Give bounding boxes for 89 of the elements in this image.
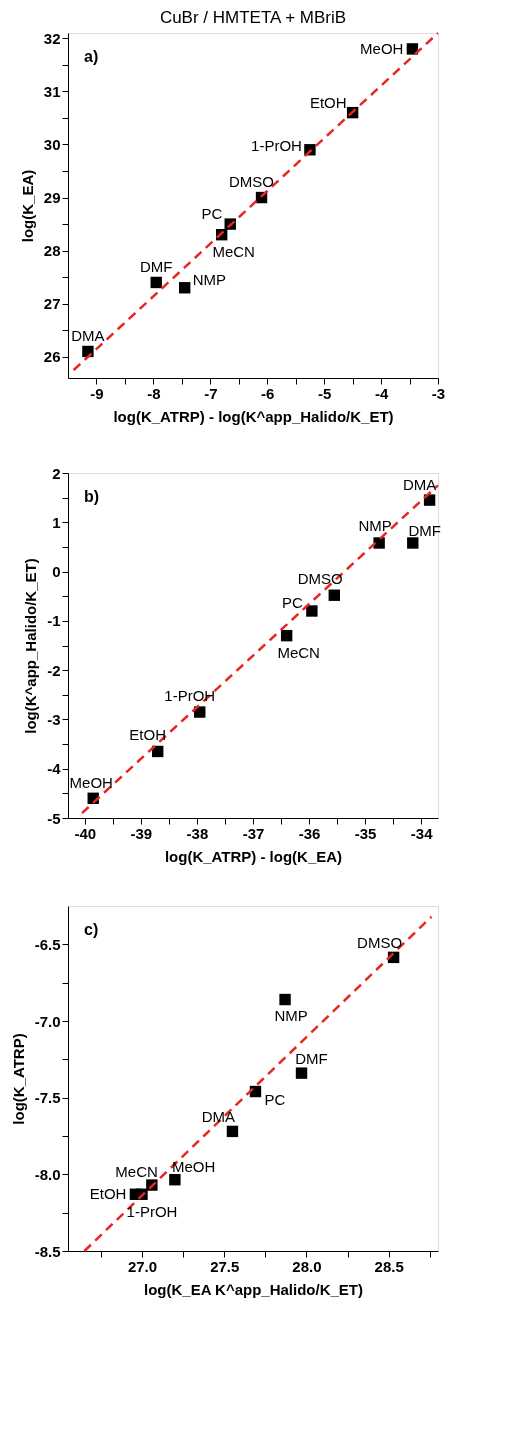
- y-tick-label: 28: [43, 242, 61, 260]
- annotation: MeCN: [115, 1163, 158, 1181]
- annotation: MeOH: [360, 39, 404, 57]
- y-tick-label: -4: [47, 760, 62, 778]
- point: [295, 1067, 308, 1079]
- annotation: b): [84, 488, 100, 505]
- point: [226, 1125, 239, 1138]
- x-tick-label: -34: [410, 824, 434, 842]
- annotation: MeOH: [171, 1157, 216, 1175]
- annotation: PC: [282, 594, 304, 611]
- y-tick-label: 27: [43, 295, 61, 313]
- y-axis-title: log(K_ATRP): [9, 1033, 27, 1125]
- point: [373, 537, 385, 549]
- annotation: EtOH: [129, 726, 167, 744]
- annotation: PC: [264, 1090, 286, 1108]
- y-tick-label: 26: [43, 348, 61, 366]
- annotation: DMA: [402, 476, 437, 494]
- x-tick-label: -35: [354, 824, 377, 842]
- annotation: a): [84, 48, 99, 65]
- y-tick-label: 1: [52, 513, 61, 531]
- annotation: DMF: [139, 258, 173, 276]
- x-tick-label: -6: [261, 384, 275, 402]
- annotation: DMSO: [357, 934, 403, 952]
- point: [328, 589, 340, 601]
- point: [169, 1174, 181, 1186]
- y-tick-label: -6.5: [34, 935, 61, 953]
- y-tick-label: 31: [43, 82, 61, 100]
- x-tick-label: 27.0: [127, 1257, 158, 1275]
- annotation: NMP: [274, 1006, 308, 1024]
- y-axis-title: log(K^app_Halido/K_ET): [22, 558, 40, 734]
- point: [150, 276, 162, 289]
- annotation: DMSO: [297, 570, 343, 588]
- point: [406, 43, 419, 55]
- annotation: DMSO: [229, 172, 275, 190]
- x-tick-label: 28.5: [374, 1257, 404, 1275]
- annotation: MeCN: [212, 242, 255, 260]
- x-axis-title: log(K_ATRP) - log(K^app_Halido/K_ET): [113, 407, 394, 425]
- annotation: DMA: [71, 327, 105, 345]
- annotation: MeOH: [69, 774, 113, 792]
- x-tick-label: -39: [130, 824, 153, 842]
- annotation: DMA: [201, 1108, 236, 1126]
- x-axis-title: log(K_EA K^app_Halido/K_ET): [143, 1280, 364, 1298]
- y-tick-label: -3: [47, 710, 61, 728]
- annotation: 1-PrOH: [164, 687, 216, 705]
- annotation: 1-PrOH: [251, 136, 302, 154]
- y-tick-label: 32: [43, 29, 61, 47]
- annotation: NMP: [358, 516, 392, 534]
- x-axis-title: log(K_ATRP) - log(K_EA): [164, 847, 343, 865]
- annotation: DMF: [295, 1050, 328, 1068]
- annotation: NMP: [192, 270, 227, 288]
- y-tick-label: -1: [47, 612, 61, 630]
- point: [178, 282, 191, 294]
- point: [306, 605, 318, 617]
- x-tick-label: -40: [74, 824, 97, 842]
- y-tick-label: -2: [47, 661, 61, 679]
- chart-title: CuBr / HMTETA + MBriB: [159, 8, 347, 28]
- x-tick-label: -9: [90, 384, 104, 402]
- annotation: EtOH: [89, 1185, 127, 1203]
- annotation: DMF: [408, 521, 442, 539]
- x-tick-label: 28.0: [292, 1257, 322, 1275]
- y-tick-label: -7.5: [34, 1089, 61, 1107]
- y-tick-label: -7.0: [34, 1012, 61, 1030]
- y-tick-label: 0: [52, 563, 61, 581]
- x-tick-label: -5: [317, 384, 332, 402]
- point: [407, 537, 419, 549]
- y-tick-label: 30: [43, 135, 61, 153]
- y-tick-label: -8.5: [34, 1242, 61, 1260]
- x-tick-label: -36: [298, 824, 321, 842]
- annotation: PC: [201, 205, 223, 223]
- annotation: c): [84, 921, 99, 938]
- x-tick-label: -7: [204, 384, 218, 402]
- annotation: 1-PrOH: [126, 1203, 178, 1221]
- annotation: EtOH: [309, 93, 347, 111]
- point: [280, 629, 293, 642]
- x-tick-label: -4: [374, 384, 389, 402]
- x-tick-label: -8: [147, 384, 161, 402]
- y-tick-label: 29: [43, 189, 61, 207]
- y-tick-label: -5: [47, 809, 61, 827]
- x-tick-label: -3: [431, 384, 446, 402]
- y-tick-label: 2: [52, 464, 61, 482]
- x-tick-label: 27.5: [210, 1257, 240, 1275]
- y-tick-label: -8.0: [34, 1165, 61, 1183]
- x-tick-label: -37: [242, 824, 265, 842]
- point: [82, 345, 94, 358]
- point: [279, 993, 291, 1006]
- y-axis-title: log(K_EA): [18, 169, 36, 243]
- x-tick-label: -38: [186, 824, 209, 842]
- point: [194, 706, 206, 718]
- annotation: MeCN: [277, 643, 320, 661]
